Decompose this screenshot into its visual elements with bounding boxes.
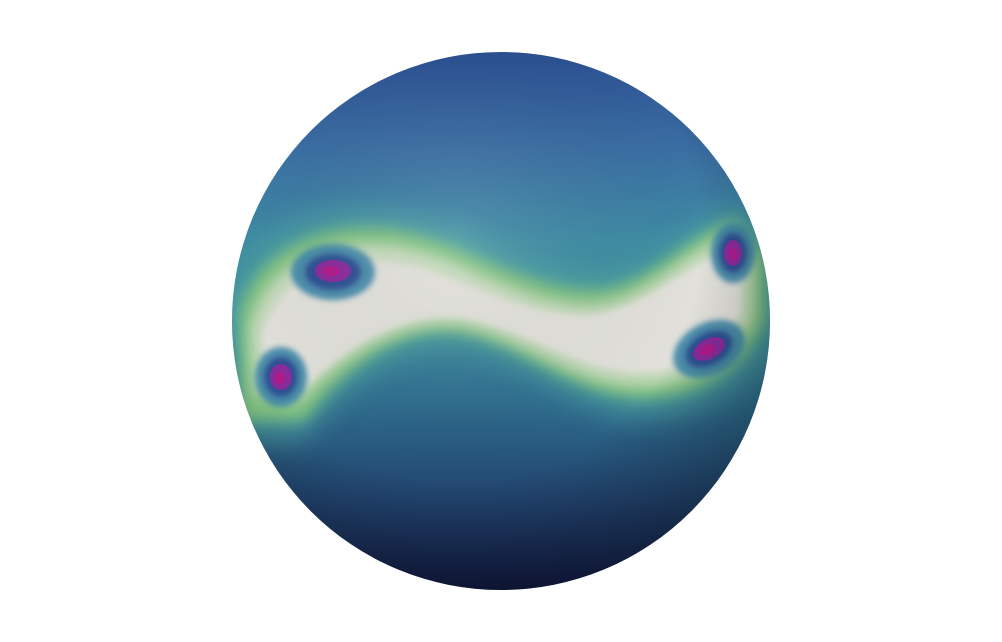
sphere-surface bbox=[232, 52, 770, 590]
